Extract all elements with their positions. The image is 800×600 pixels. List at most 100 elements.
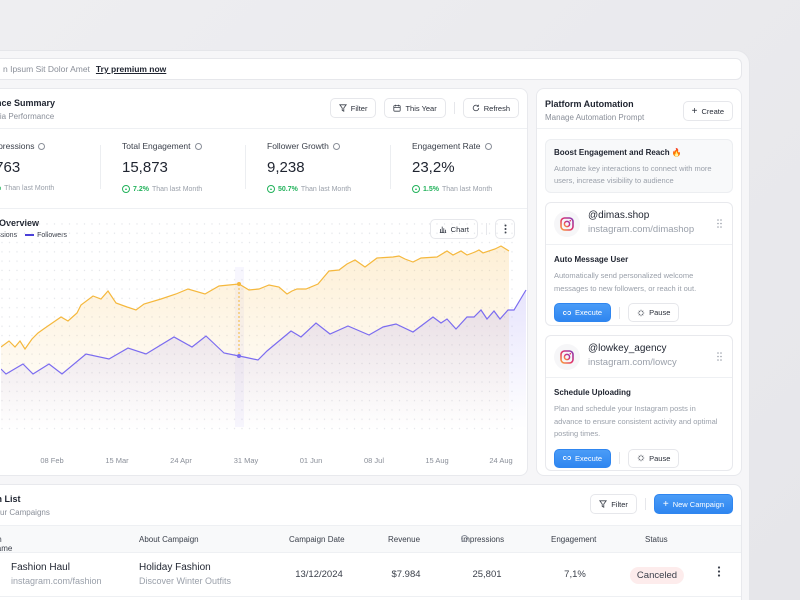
info-icon[interactable] [461,535,468,542]
try-premium-link[interactable]: Try premium now [95,64,167,74]
account-url: instagram.com/dimashop [588,224,695,235]
divider [644,498,646,510]
stat-delta: 2% [0,185,1,192]
info-icon[interactable] [194,142,202,150]
campaign-about-sub: Discover Winter Outfits [139,576,232,586]
boost-desc: Automate key interactions to connect wit… [554,164,712,185]
stat-delta-text: Than last Month [441,185,493,193]
account-handle: @lowkey_agency [588,343,667,354]
create-button[interactable]: + Create [682,101,733,121]
plus-icon: + [691,105,698,117]
stat-value: ,763 [0,159,21,176]
stat-label: mpressions [0,141,35,151]
info-icon[interactable] [332,142,340,150]
x-tick: 01 Jun [299,456,323,465]
instagram-icon [554,344,580,370]
stat-delta: 1.5% [423,185,439,193]
row-menu-button[interactable] [717,566,721,580]
x-tick: 24 Apr [170,456,192,465]
filter-label: Filter [611,499,628,509]
stat-value: 23,2% [412,159,455,176]
growth-overview-chart: h Overview ressions Followers Chart [0,209,527,477]
refresh-label: Refresh [483,103,510,113]
automation-title: Platform Automation [545,99,634,109]
drag-handle-icon[interactable] [717,352,722,361]
pause-button[interactable]: Pause [628,448,680,468]
task-title: Auto Message User [554,255,629,264]
account-card-dimas: @dimas.shop instagram.com/dimashop Auto … [545,202,733,326]
info-icon[interactable] [484,142,492,150]
campaign-title: gn List [0,494,21,504]
stat-value: 9,238 [267,159,305,176]
stat-label: Engagement Rate [412,141,481,151]
execute-button[interactable]: Execute [554,303,612,322]
campaign-filter-button[interactable]: Filter [590,494,637,514]
pause-label: Pause [649,453,671,463]
info-icon[interactable] [38,142,46,150]
stat-follower-growth: Follower Growth 9,238 50.7% Than last Mon… [267,141,407,193]
stats-row: mpressions ,763 2%Than last Month Total … [0,129,527,209]
campaign-impressions: 25,801 [472,569,502,580]
task-title: Schedule Uploading [554,388,631,397]
performance-header: ance Summary edia Performance Filter Thi… [0,89,527,129]
stat-delta-text: Than last Month [151,185,203,193]
account-url: instagram.com/lowcy [588,357,677,368]
divider [245,145,246,189]
automation-subtitle: Manage Automation Prompt [545,113,645,122]
tooltip-point[interactable] [237,354,241,358]
x-tick: 24 Aug [489,456,513,465]
divider [390,145,391,189]
new-campaign-button[interactable]: + New Campaign [653,494,733,514]
divider [619,306,621,319]
link-icon [563,310,571,315]
campaign-engagement: 7,1% [564,569,586,580]
performance-subtitle: edia Performance [0,112,55,121]
campaign-revenue: $7.984 [391,569,421,580]
task-desc: Automatically send personalized welcome … [554,271,697,293]
x-tick: 15 Mar [105,456,129,465]
refresh-icon [472,104,479,112]
divider [100,145,101,189]
campaign-about: Holiday Fashion [139,562,211,573]
x-tick: 08 Jul [363,456,385,465]
stat-delta: 50.7% [278,185,298,193]
link-icon [563,456,571,460]
campaign-date: 13/12/2024 [295,569,343,580]
automation-header: Platform Automation Manage Automation Pr… [537,89,741,129]
task-desc: Plan and schedule your Instagram posts i… [554,404,718,438]
pause-button[interactable]: Pause [628,303,680,322]
divider [619,452,621,464]
divider [453,102,455,114]
stat-value: 15,873 [122,159,168,176]
execute-label: Execute [575,308,603,317]
boost-card: Boost Engagement and Reach 🔥 Automate ke… [545,139,733,193]
stat-label: Total Engagement [122,141,191,151]
filter-icon [338,104,347,112]
col-about: About Campaign [139,535,199,544]
banner-text: n Ipsum Sit Dolor Amet [3,64,90,74]
account-card-lowkey: @lowkey_agency instagram.com/lowcy Sched… [545,335,733,471]
trend-up-icon [122,185,130,193]
stat-engagement-rate: Engagement Rate 23,2% 1.5% Than last Mont… [412,141,552,193]
stat-label: Follower Growth [267,141,329,151]
col-revenue: Revenue [388,535,421,544]
filter-label: Filter [350,103,368,113]
performance-summary-card: ance Summary edia Performance Filter Thi… [0,88,528,476]
execute-button[interactable]: Execute [554,448,612,468]
col-label: ign Name [0,535,13,553]
performance-title: ance Summary [0,98,56,108]
x-tick: 31 May [233,456,259,465]
loader-icon [637,309,645,316]
stat-delta-text: Than last Month [4,185,55,192]
refresh-button[interactable]: Refresh [462,98,519,118]
filter-icon [599,500,608,508]
line-plot [1,223,527,433]
x-tick: 15 Aug [425,456,449,465]
platform-automation-card: Platform Automation Manage Automation Pr… [536,88,742,476]
period-button[interactable]: This Year [384,98,446,118]
table-row[interactable]: Fashion Haul instagram.com/fashion Holid… [0,553,741,597]
tooltip-point[interactable] [237,282,241,286]
filter-button[interactable]: Filter [329,98,377,118]
drag-handle-icon[interactable] [717,219,722,228]
x-tick: 08 Feb [40,456,64,465]
